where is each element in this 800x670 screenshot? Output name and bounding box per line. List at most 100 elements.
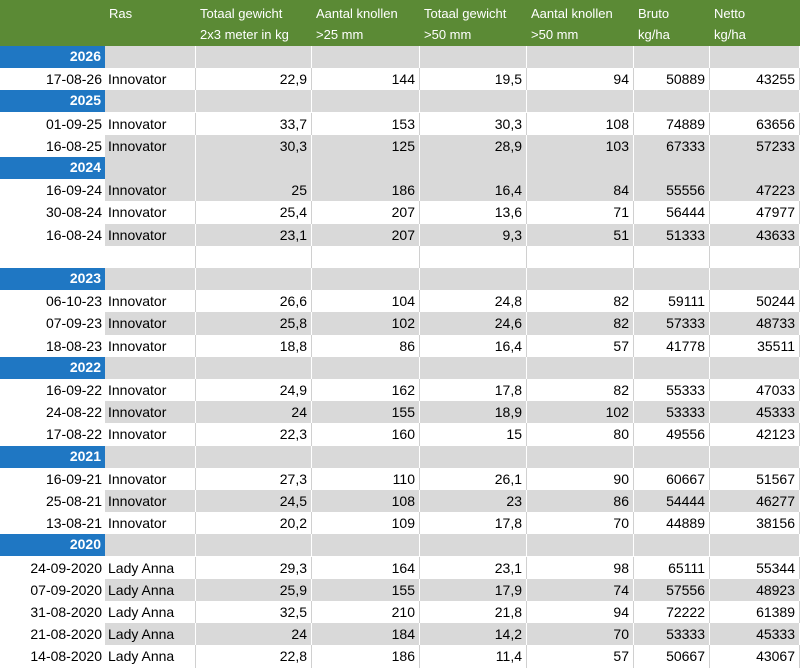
cell-col-a[interactable]: 21-08-2020 <box>0 623 105 646</box>
year-row-cell[interactable] <box>420 534 527 557</box>
cell-totaal-gewicht-50[interactable]: 23 <box>420 490 527 513</box>
cell-netto[interactable]: 38156 <box>710 512 800 535</box>
cell-aantal-knollen-25[interactable]: 207 <box>312 223 420 246</box>
cell-bruto[interactable]: 53333 <box>634 623 710 646</box>
cell-ras[interactable]: Innovator <box>105 423 196 446</box>
cell-totaal-gewicht-50[interactable]: 17,8 <box>420 379 527 402</box>
cell-bruto[interactable]: 72222 <box>634 601 710 624</box>
year-row-cell[interactable] <box>634 157 710 179</box>
cell-totaal-gewicht-50[interactable]: 15 <box>420 423 527 446</box>
cell-bruto[interactable]: 65111 <box>634 556 710 579</box>
cell-totaal-gewicht-50[interactable]: 26,1 <box>420 467 527 490</box>
cell-ras[interactable]: Lady Anna <box>105 623 196 646</box>
year-row-cell[interactable] <box>105 46 196 68</box>
cell-bruto[interactable]: 57556 <box>634 578 710 601</box>
year-row-cell[interactable] <box>634 356 710 379</box>
cell-netto[interactable]: 47033 <box>710 379 800 402</box>
cell-totaal-gewicht-2x3[interactable]: 22,3 <box>196 423 312 446</box>
cell-ras[interactable]: Innovator <box>105 223 196 246</box>
cell-ras[interactable] <box>105 245 196 268</box>
cell-col-a[interactable]: 16-09-24 <box>0 179 105 202</box>
cell-col-a[interactable]: 07-09-23 <box>0 312 105 335</box>
year-label[interactable]: 2026 <box>0 46 105 68</box>
cell-ras[interactable]: Innovator <box>105 512 196 535</box>
cell-aantal-knollen-50[interactable]: 51 <box>527 223 634 246</box>
cell-totaal-gewicht-2x3[interactable]: 24 <box>196 623 312 646</box>
year-row-cell[interactable] <box>634 445 710 468</box>
cell-netto[interactable]: 43067 <box>710 645 800 668</box>
cell-aantal-knollen-25[interactable]: 210 <box>312 601 420 624</box>
cell-totaal-gewicht-2x3[interactable]: 25 <box>196 179 312 202</box>
year-row-cell[interactable] <box>527 356 634 379</box>
cell-col-a[interactable] <box>0 245 105 268</box>
cell-totaal-gewicht-50[interactable]: 16,4 <box>420 334 527 357</box>
cell-col-a[interactable]: 16-08-24 <box>0 223 105 246</box>
cell-ras[interactable]: Innovator <box>105 490 196 513</box>
year-row-cell[interactable] <box>196 90 312 113</box>
cell-col-a[interactable]: 01-09-25 <box>0 112 105 135</box>
cell-totaal-gewicht-50[interactable]: 13,6 <box>420 201 527 224</box>
cell-netto[interactable]: 45333 <box>710 623 800 646</box>
cell-bruto[interactable]: 59111 <box>634 290 710 313</box>
cell-aantal-knollen-50[interactable]: 70 <box>527 512 634 535</box>
cell-bruto[interactable]: 56444 <box>634 201 710 224</box>
cell-aantal-knollen-50[interactable]: 82 <box>527 379 634 402</box>
year-row-cell[interactable] <box>527 157 634 179</box>
year-row-cell[interactable] <box>634 90 710 113</box>
year-row-cell[interactable] <box>420 268 527 290</box>
cell-totaal-gewicht-2x3[interactable]: 25,4 <box>196 201 312 224</box>
cell-bruto[interactable]: 54444 <box>634 490 710 513</box>
year-row-cell[interactable] <box>196 157 312 179</box>
cell-col-a[interactable]: 31-08-2020 <box>0 601 105 624</box>
cell-ras[interactable]: Innovator <box>105 68 196 91</box>
cell-totaal-gewicht-2x3[interactable]: 26,6 <box>196 290 312 313</box>
cell-totaal-gewicht-50[interactable]: 17,8 <box>420 512 527 535</box>
header-aantal-knollen-50[interactable]: Aantal knollen >50 mm <box>527 0 634 46</box>
cell-aantal-knollen-25[interactable]: 104 <box>312 290 420 313</box>
cell-totaal-gewicht-50[interactable]: 21,8 <box>420 601 527 624</box>
year-row-cell[interactable] <box>710 46 800 68</box>
year-row-cell[interactable] <box>196 356 312 379</box>
header-col-a[interactable] <box>0 0 105 46</box>
year-row-cell[interactable] <box>312 90 420 113</box>
year-row-cell[interactable] <box>527 46 634 68</box>
cell-aantal-knollen-50[interactable]: 103 <box>527 134 634 157</box>
cell-col-a[interactable]: 16-08-25 <box>0 134 105 157</box>
cell-netto[interactable]: 63656 <box>710 112 800 135</box>
cell-ras[interactable]: Lady Anna <box>105 578 196 601</box>
cell-aantal-knollen-50[interactable]: 86 <box>527 490 634 513</box>
cell-ras[interactable]: Lady Anna <box>105 601 196 624</box>
year-row-cell[interactable] <box>196 268 312 290</box>
cell-col-a[interactable]: 16-09-21 <box>0 467 105 490</box>
year-row-cell[interactable] <box>710 356 800 379</box>
cell-aantal-knollen-25[interactable]: 186 <box>312 645 420 668</box>
cell-totaal-gewicht-50[interactable]: 24,6 <box>420 312 527 335</box>
cell-totaal-gewicht-2x3[interactable]: 25,8 <box>196 312 312 335</box>
cell-aantal-knollen-25[interactable]: 110 <box>312 467 420 490</box>
cell-aantal-knollen-25[interactable] <box>312 245 420 268</box>
year-label[interactable]: 2025 <box>0 90 105 113</box>
cell-col-a[interactable]: 13-08-21 <box>0 512 105 535</box>
cell-netto[interactable]: 48923 <box>710 578 800 601</box>
cell-ras[interactable]: Innovator <box>105 290 196 313</box>
cell-totaal-gewicht-50[interactable]: 14,2 <box>420 623 527 646</box>
year-row-cell[interactable] <box>527 90 634 113</box>
cell-aantal-knollen-50[interactable]: 70 <box>527 623 634 646</box>
cell-aantal-knollen-25[interactable]: 102 <box>312 312 420 335</box>
cell-aantal-knollen-25[interactable]: 164 <box>312 556 420 579</box>
cell-totaal-gewicht-2x3[interactable]: 23,1 <box>196 223 312 246</box>
cell-bruto[interactable]: 55333 <box>634 379 710 402</box>
header-ras[interactable]: Ras <box>105 0 196 46</box>
cell-bruto[interactable]: 51333 <box>634 223 710 246</box>
cell-ras[interactable]: Innovator <box>105 134 196 157</box>
cell-totaal-gewicht-2x3[interactable]: 18,8 <box>196 334 312 357</box>
year-row-cell[interactable] <box>420 356 527 379</box>
cell-netto[interactable]: 50244 <box>710 290 800 313</box>
year-row-cell[interactable] <box>312 268 420 290</box>
cell-aantal-knollen-25[interactable]: 184 <box>312 623 420 646</box>
cell-totaal-gewicht-2x3[interactable]: 32,5 <box>196 601 312 624</box>
cell-aantal-knollen-50[interactable]: 71 <box>527 201 634 224</box>
cell-col-a[interactable]: 30-08-24 <box>0 201 105 224</box>
header-bruto[interactable]: Bruto kg/ha <box>634 0 710 46</box>
year-row-cell[interactable] <box>105 268 196 290</box>
